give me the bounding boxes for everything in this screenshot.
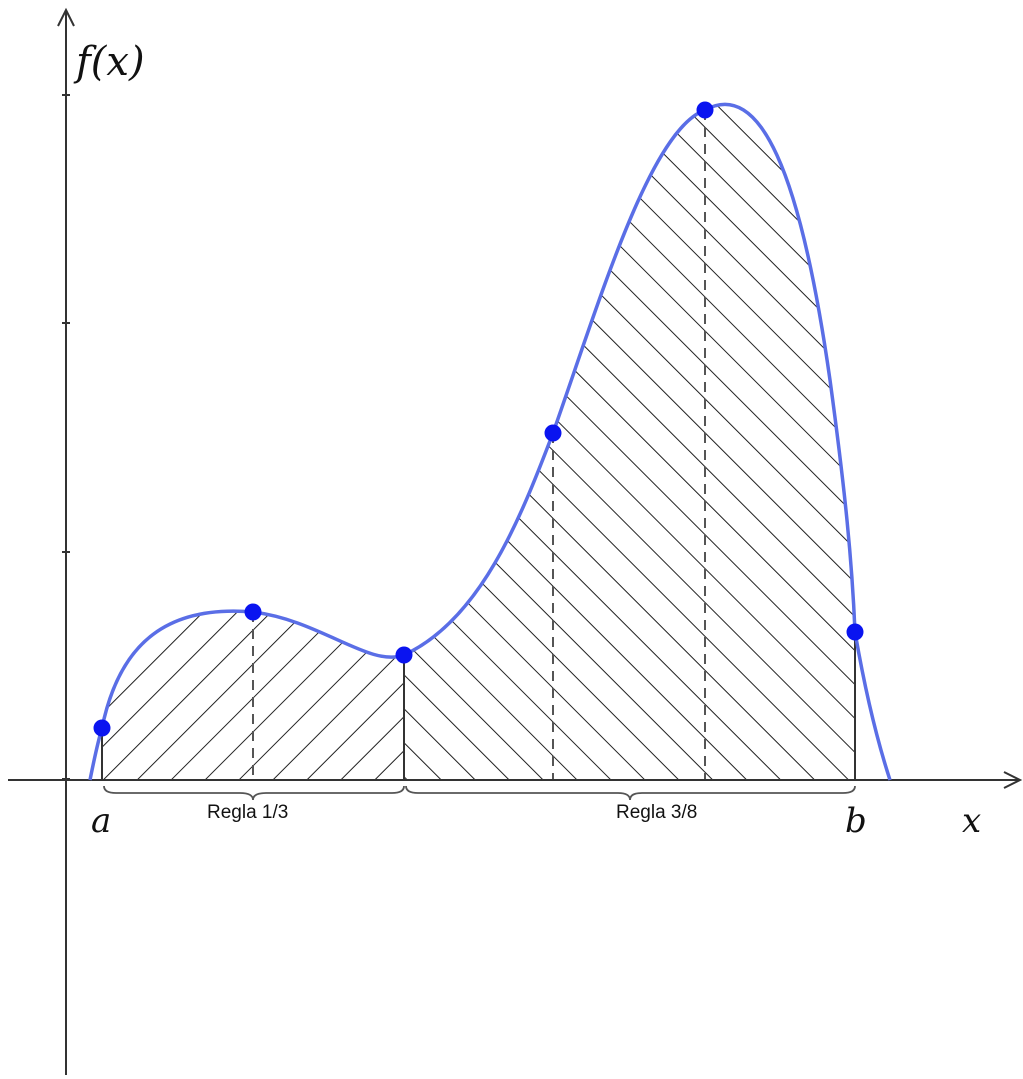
sample-point-2: [395, 646, 413, 664]
sample-point-1: [244, 603, 262, 621]
brace-regla-3-8: [405, 785, 856, 801]
sample-points: [93, 101, 864, 737]
x-axis-arrow-icon: [1003, 771, 1023, 789]
rule-label-3-8: Regla 3/8: [616, 802, 697, 823]
hatched-region-regla-3-8: [404, 104, 855, 780]
rule-label-1-3: Regla 1/3: [207, 802, 288, 823]
y-axis-label: f(x): [73, 39, 145, 85]
y-axis-ticks: [62, 94, 70, 780]
sample-point-3: [544, 424, 562, 442]
lower-limit-label: a: [91, 801, 111, 841]
y-axis-arrow-icon: [57, 7, 75, 27]
sample-point-4: [696, 101, 714, 119]
x-axis-label: x: [962, 801, 981, 841]
sample-point-b: [846, 623, 864, 641]
function-curve: [88, 102, 892, 781]
sample-point-a: [93, 719, 111, 737]
brace-regla-1-3: [103, 785, 405, 801]
upper-limit-label: b: [845, 801, 867, 841]
